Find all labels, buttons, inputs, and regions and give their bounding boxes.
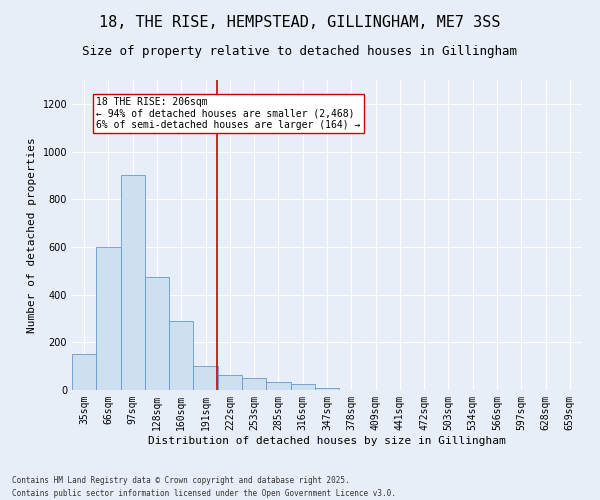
Bar <box>121 176 145 390</box>
Bar <box>242 378 266 390</box>
Text: Contains HM Land Registry data © Crown copyright and database right 2025.: Contains HM Land Registry data © Crown c… <box>12 476 350 485</box>
Bar <box>315 388 339 390</box>
Bar <box>169 321 193 390</box>
Bar <box>72 354 96 390</box>
Text: 18 THE RISE: 206sqm
← 94% of detached houses are smaller (2,468)
6% of semi-deta: 18 THE RISE: 206sqm ← 94% of detached ho… <box>96 96 361 130</box>
Bar <box>266 382 290 390</box>
Text: 18, THE RISE, HEMPSTEAD, GILLINGHAM, ME7 3SS: 18, THE RISE, HEMPSTEAD, GILLINGHAM, ME7… <box>99 15 501 30</box>
Bar <box>290 384 315 390</box>
Bar <box>145 276 169 390</box>
Text: Contains public sector information licensed under the Open Government Licence v3: Contains public sector information licen… <box>12 488 396 498</box>
Text: Size of property relative to detached houses in Gillingham: Size of property relative to detached ho… <box>83 45 517 58</box>
Bar <box>193 366 218 390</box>
Y-axis label: Number of detached properties: Number of detached properties <box>27 137 37 333</box>
X-axis label: Distribution of detached houses by size in Gillingham: Distribution of detached houses by size … <box>148 436 506 446</box>
Bar <box>96 247 121 390</box>
Bar <box>218 374 242 390</box>
